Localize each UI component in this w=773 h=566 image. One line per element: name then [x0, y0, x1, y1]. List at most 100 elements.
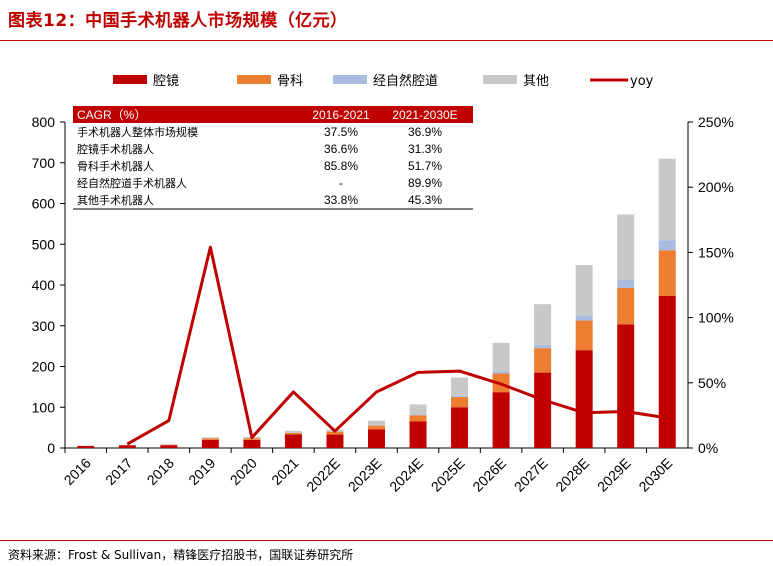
left-tick-label: 500 [32, 236, 56, 252]
bar-laparoscope [492, 392, 510, 448]
table-cell: - [339, 176, 343, 190]
bar-orthopedic [326, 431, 344, 435]
x-tick-label: 2030E [635, 455, 675, 495]
bar-other [284, 430, 302, 433]
source-note: 资料来源：Frost & Sullivan，精锋医疗招股书，国联证券研究所 [8, 548, 354, 562]
table-row-label: 骨科手术机器人 [77, 159, 154, 173]
bar-orthopedic [201, 438, 219, 440]
table-row-label: 其他手术机器人 [77, 193, 154, 207]
left-tick-label: 300 [32, 318, 56, 334]
x-tick-label: 2028E [552, 455, 592, 495]
table-row-label: 经自然腔道手术机器人 [77, 176, 187, 190]
legend-swatch-natural_orifice [333, 75, 367, 84]
legend-swatch-orthopedic [237, 75, 271, 84]
x-tick-label: 2022E [303, 455, 343, 495]
chart-title: 图表12：中国手术机器人市场规模（亿元） [8, 11, 348, 31]
bar-other [534, 304, 552, 345]
bar-other [658, 158, 676, 241]
table-cell: 89.9% [408, 176, 442, 190]
bar-other [492, 342, 510, 372]
bar-natural_orifice [617, 279, 635, 288]
table-cell: 31.3% [408, 142, 442, 156]
table-row-label: 手术机器人整体市场规模 [77, 125, 198, 139]
bar-natural_orifice [658, 240, 676, 251]
left-tick-label: 600 [32, 196, 56, 212]
bar-laparoscope [201, 439, 219, 448]
chart-legend: 腔镜 骨科 经自然腔道 其他 yoy [113, 73, 654, 89]
legend-label-yoy: yoy [630, 74, 654, 89]
left-tick-label: 700 [32, 155, 56, 171]
table-header-cell: 2021-2030E [392, 108, 457, 122]
table-cell: 45.3% [408, 193, 442, 207]
x-tick-label: 2019 [185, 455, 218, 488]
title-divider [0, 40, 773, 41]
x-tick-label: 2017 [102, 455, 135, 488]
bar-laparoscope [575, 350, 593, 448]
left-tick-label: 100 [32, 399, 56, 415]
legend-label-laparoscope: 腔镜 [153, 74, 179, 89]
legend-label-natural_orifice: 经自然腔道 [373, 73, 438, 89]
legend-label-other: 其他 [523, 74, 549, 89]
legend-label-orthopedic: 骨科 [277, 74, 303, 89]
yoy-line-series [126, 245, 668, 446]
bar-orthopedic [160, 444, 178, 446]
x-tick-label: 2026E [469, 455, 509, 495]
bar-other [617, 214, 635, 280]
bar-laparoscope [77, 445, 95, 448]
bar-other [368, 420, 385, 426]
x-tick-label: 2029E [594, 455, 634, 495]
bar-laparoscope [658, 296, 676, 448]
bar-other [118, 444, 136, 446]
bar-orthopedic [451, 397, 469, 408]
right-tick-label: 150% [698, 244, 734, 260]
bar-laparoscope [368, 429, 385, 448]
bar-laparoscope [451, 407, 469, 448]
bar-natural_orifice [409, 414, 427, 416]
bar-orthopedic [658, 250, 676, 297]
bar-other [575, 265, 593, 316]
bar-laparoscope [534, 372, 552, 448]
bar-laparoscope [118, 445, 136, 448]
table-header-cell: 2016-2021 [312, 108, 370, 122]
source-divider [0, 540, 773, 541]
bar-orthopedic [409, 415, 427, 422]
stacked-bars [77, 158, 676, 448]
table-cell: 33.8% [324, 193, 358, 207]
legend-swatch-other [483, 75, 517, 84]
table-cell: 85.8% [324, 159, 358, 173]
left-tick-label: 200 [32, 359, 56, 375]
left-tick-label: 400 [32, 277, 56, 293]
bar-natural_orifice [451, 395, 469, 398]
right-tick-label: 0% [698, 440, 718, 456]
table-cell: 36.6% [324, 142, 358, 156]
x-tick-label: 2027E [511, 455, 551, 495]
bar-other [451, 377, 469, 396]
table-cell: 36.9% [408, 125, 442, 139]
cagr-table: CAGR（%） 2016-2021 2021-2030E 手术机器人整体市场规模 37.… [73, 106, 473, 210]
right-tick-label: 250% [698, 114, 734, 130]
table-header-cell: CAGR（%） [77, 108, 146, 122]
bar-other [77, 445, 95, 447]
table-cell: 51.7% [408, 159, 442, 173]
left-tick-label: 0 [47, 440, 55, 456]
bar-natural_orifice [492, 371, 510, 374]
table-cell: 37.5% [324, 125, 358, 139]
bar-other [160, 444, 178, 445]
bar-laparoscope [617, 324, 635, 448]
bar-orthopedic [534, 348, 552, 373]
right-tick-label: 200% [698, 179, 734, 195]
bar-orthopedic [284, 432, 302, 435]
left-tick-label: 800 [32, 114, 56, 130]
bar-orthopedic [575, 320, 593, 351]
bar-orthopedic [617, 287, 635, 325]
right-tick-label: 50% [698, 375, 726, 391]
bar-laparoscope [243, 439, 261, 448]
table-row-label: 腔镜手术机器人 [77, 142, 154, 156]
bar-laparoscope [284, 434, 302, 448]
x-tick-label: 2021 [268, 455, 301, 488]
x-tick-label: 2024E [386, 455, 426, 495]
bar-orthopedic [368, 425, 385, 430]
bar-other [409, 404, 427, 415]
table-header-bg [73, 106, 473, 123]
